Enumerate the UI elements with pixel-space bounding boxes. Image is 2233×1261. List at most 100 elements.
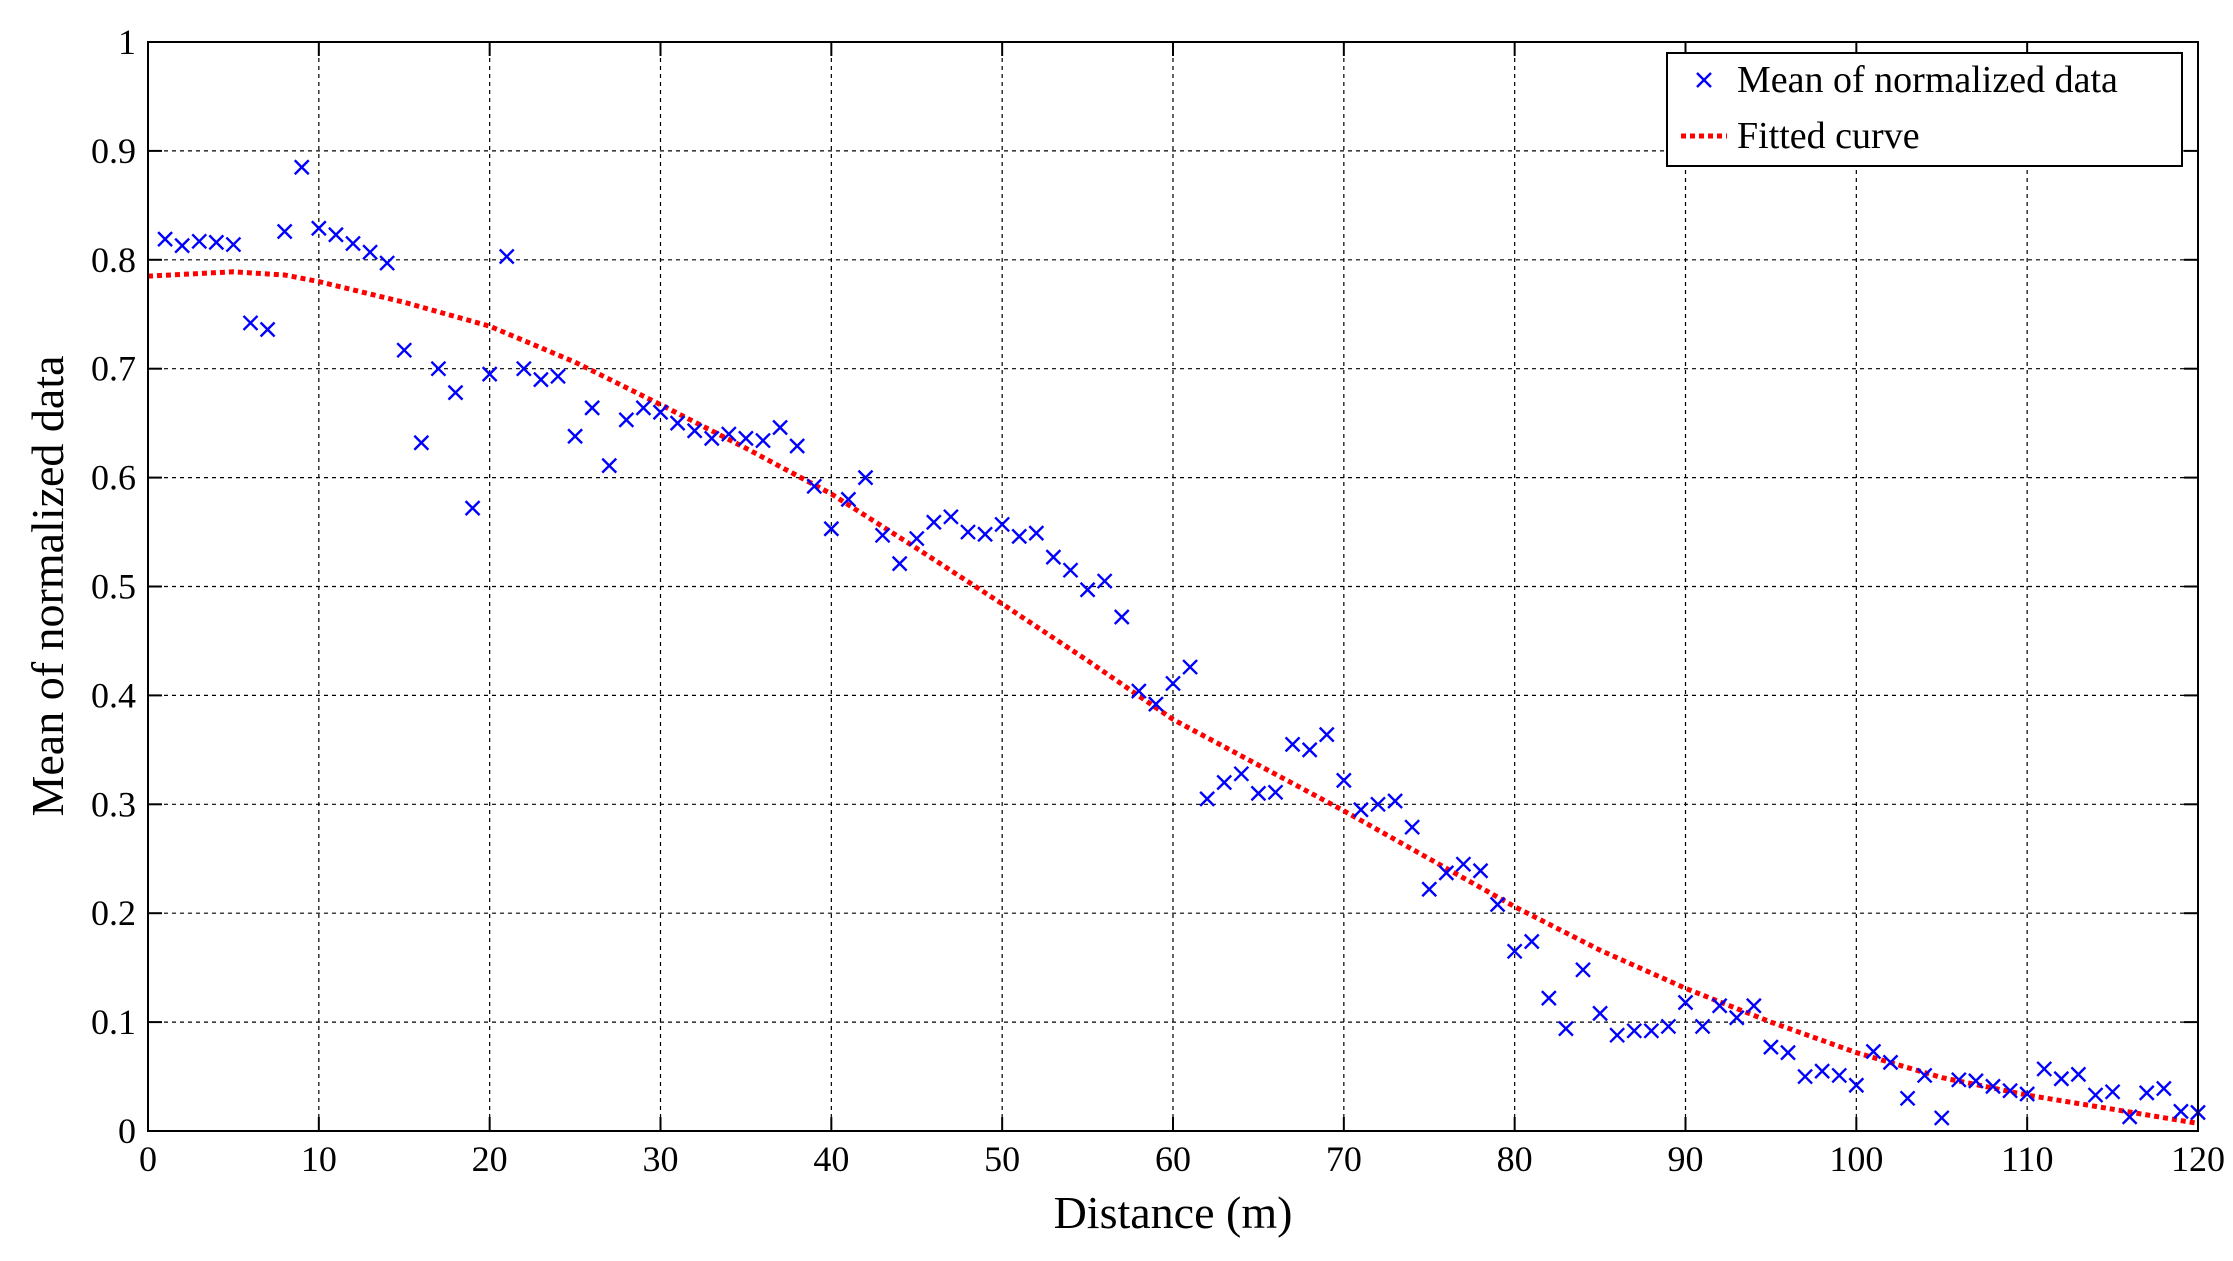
data-point <box>943 508 959 525</box>
data-point <box>157 231 173 247</box>
data-point <box>362 244 378 261</box>
legend: Mean of normalized data Fitted curve <box>1666 52 2183 167</box>
data-point <box>1045 549 1062 565</box>
data-point <box>2019 1086 2036 1102</box>
y-tick-label: 0 <box>118 1111 136 1151</box>
legend-label-scatter: Mean of normalized data <box>1737 59 2118 101</box>
legend-x-marker <box>1696 72 1712 88</box>
data-point <box>1831 1067 1848 1084</box>
data-point <box>806 478 823 495</box>
data-point <box>1575 961 1591 978</box>
data-point <box>550 368 566 385</box>
data-point <box>1899 1090 1916 1107</box>
data-point <box>1096 573 1113 589</box>
data-point <box>1489 896 1506 913</box>
y-tick-label: 0.5 <box>91 567 136 607</box>
data-point <box>1011 528 1028 545</box>
data-point <box>925 514 942 531</box>
data-point <box>1968 1073 1984 1089</box>
y-tick-label: 0.6 <box>91 458 136 498</box>
data-point <box>208 234 225 251</box>
data-point <box>584 400 601 416</box>
data-point <box>669 415 686 431</box>
data-point <box>2155 1080 2172 1097</box>
grid <box>148 42 2198 1131</box>
data-point <box>1353 801 1369 818</box>
x-tick-label: 90 <box>1668 1139 1704 1179</box>
data-point <box>2002 1082 2018 1099</box>
data-point <box>1062 562 1079 579</box>
x-axis-label: Distance (m) <box>1054 1187 1293 1238</box>
data-point <box>2173 1103 2189 1120</box>
tick-labels: 0 10 20 30 40 50 60 70 80 90 100 110 120 0 0.1 0.2 0.3 0.… <box>91 22 2225 1179</box>
data-point <box>533 371 549 388</box>
data-point <box>1438 865 1455 881</box>
data-point <box>1950 1071 1967 1088</box>
data-point <box>2104 1083 2121 1100</box>
data-point <box>720 426 737 442</box>
legend-label-line: Fitted curve <box>1737 115 1920 157</box>
data-point <box>789 438 806 454</box>
data-point <box>601 457 618 474</box>
data-point <box>515 360 532 377</box>
data-point <box>1558 1020 1574 1037</box>
data-point <box>1301 742 1318 758</box>
data-point <box>840 491 857 508</box>
y-tick-label: 0.1 <box>91 1002 136 1042</box>
data-point <box>328 226 344 243</box>
legend-marker-scatter <box>1696 72 1712 88</box>
data-point <box>1335 772 1352 789</box>
data-point <box>874 527 891 544</box>
data-point <box>1472 862 1489 879</box>
data-point <box>1421 881 1438 898</box>
y-axis-label: Mean of normalized data <box>22 355 73 816</box>
data-point <box>857 469 874 486</box>
data-point <box>960 524 976 540</box>
data-point <box>618 412 635 428</box>
x-tick-label: 30 <box>643 1139 679 1179</box>
data-point <box>891 555 908 572</box>
data-point <box>1506 943 1523 960</box>
x-tick-label: 70 <box>1326 1139 1362 1179</box>
y-tick-label: 0.7 <box>91 349 136 389</box>
data-point <box>174 237 191 254</box>
data-point <box>1455 856 1472 873</box>
data-point <box>1370 796 1386 813</box>
data-point <box>2070 1066 2087 1083</box>
x-tick-label: 40 <box>813 1139 849 1179</box>
ticks <box>147 41 2199 1132</box>
data-point <box>2036 1061 2053 1077</box>
data-point <box>191 233 208 250</box>
data-point <box>1985 1078 2001 1095</box>
x-tick-label: 80 <box>1497 1139 1533 1179</box>
data-point <box>1916 1067 1933 1084</box>
y-tick-label: 0.4 <box>91 675 136 715</box>
y-tick-label: 0.8 <box>91 240 136 280</box>
data-point <box>1814 1063 1831 1079</box>
y-tick-label: 0.3 <box>91 784 136 824</box>
data-point <box>1387 793 1403 809</box>
data-point <box>2121 1108 2138 1125</box>
data-point <box>413 434 430 451</box>
x-tick-label: 0 <box>139 1139 157 1179</box>
x-tick-label: 60 <box>1155 1139 1191 1179</box>
data-point <box>1540 990 1557 1006</box>
y-tick-label: 1 <box>118 22 136 62</box>
data-point <box>738 430 754 447</box>
data-point <box>1148 696 1164 712</box>
fitted-curve-line <box>147 269 2199 1126</box>
x-tick-label: 110 <box>2001 1139 2054 1179</box>
data-point <box>1199 791 1216 807</box>
data-point <box>1848 1077 1865 1094</box>
data-point <box>1711 997 1728 1014</box>
data-point <box>686 422 703 439</box>
x-tick-label: 100 <box>1829 1139 1883 1179</box>
data-point <box>2087 1087 2104 1103</box>
x-tick-label: 120 <box>2171 1139 2225 1179</box>
data-point <box>1130 683 1147 699</box>
data-point <box>2053 1070 2070 1087</box>
data-point <box>345 235 361 252</box>
x-tick-label: 20 <box>472 1139 508 1179</box>
data-point <box>1609 1027 1626 1044</box>
